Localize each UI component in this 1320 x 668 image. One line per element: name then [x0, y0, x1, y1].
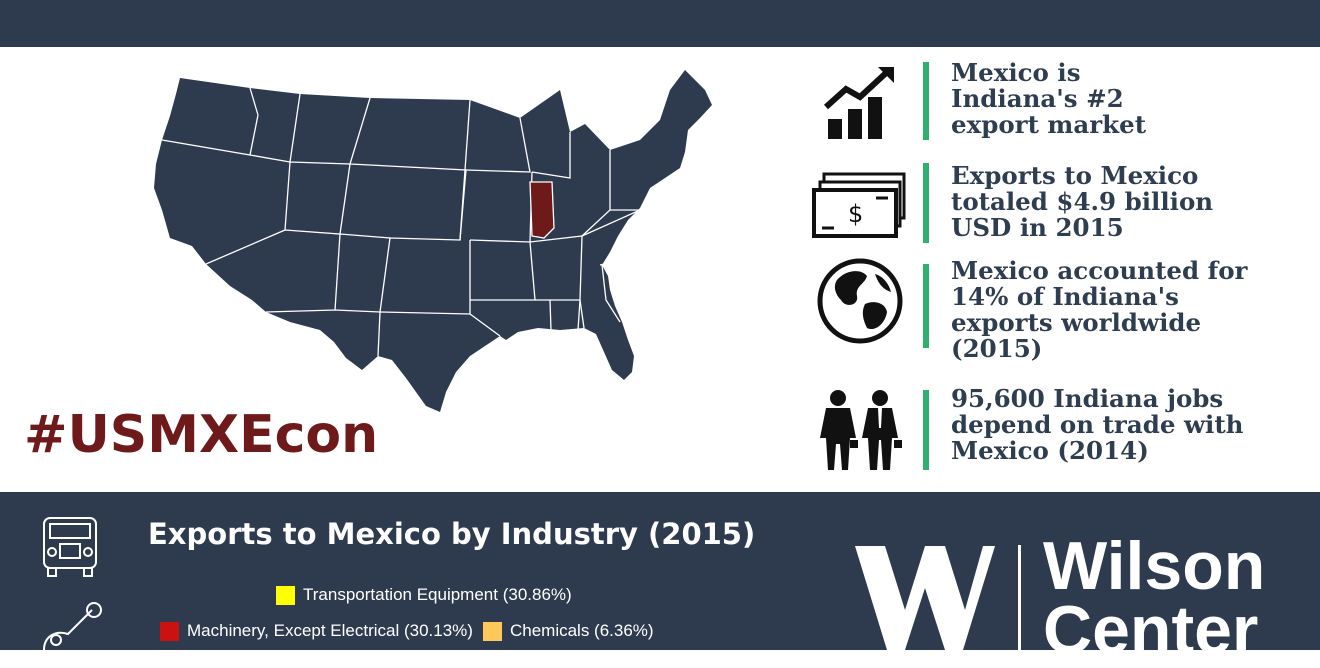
indiana-highlight: [529, 181, 555, 239]
legend-item: Machinery, Except Electrical (30.13%) Ch…: [160, 621, 654, 641]
robot-arm-icon: [36, 600, 106, 654]
logo-divider: [1018, 545, 1021, 655]
industry-chart-title: Exports to Mexico by Industry (2015): [148, 517, 756, 551]
money-stack-icon: $: [805, 163, 915, 248]
legend-label: Transportation Equipment (30.86%): [303, 585, 572, 604]
fact-export-market: Mexico is Indiana's #2 export market: [805, 60, 1305, 150]
workers-icon: [805, 386, 915, 471]
accent-bar: [923, 163, 929, 243]
fact-jobs: 95,600 Indiana jobs depend on trade with M…: [805, 386, 1305, 476]
truck-icon: [40, 512, 100, 582]
fact-text: Mexico accounted for 14% of Indiana's expo…: [951, 256, 1248, 363]
accent-bar: [923, 264, 929, 348]
us-map-shape: [154, 70, 712, 412]
fact-export-share: Mexico accounted for 14% of Indiana's expo…: [805, 258, 1305, 362]
industry-panel: [0, 492, 1320, 650]
legend-swatch: [276, 585, 295, 605]
svg-text:$: $: [848, 200, 863, 228]
legend-swatch: [482, 621, 502, 641]
legend-label: Machinery, Except Electrical (30.13%): [187, 621, 473, 640]
accent-bar: [923, 62, 929, 140]
wilson-w-logo: [855, 540, 995, 654]
top-banner: [0, 0, 1320, 47]
accent-bar: [923, 390, 929, 470]
legend-item: Transportation Equipment (30.86%): [276, 585, 572, 605]
fact-text: 95,600 Indiana jobs depend on trade with M…: [951, 384, 1244, 465]
fact-text: Exports to Mexico totaled $4.9 billion USD…: [951, 161, 1214, 242]
fact-text: Mexico is Indiana's #2 export market: [951, 58, 1147, 139]
legend-label: Chemicals (6.36%): [509, 621, 654, 640]
state-borders: [161, 87, 661, 361]
growth-chart-icon: [805, 60, 915, 145]
fact-export-total: $ Exports to Mexico totaled $4.9 billion U…: [805, 163, 1305, 253]
globe-icon: [805, 258, 915, 343]
hashtag-title: #USMXEcon: [24, 405, 379, 465]
legend-swatch: [160, 621, 179, 641]
us-map: [154, 70, 712, 412]
wilson-center-logo-text: Wilson Center: [1043, 528, 1266, 668]
